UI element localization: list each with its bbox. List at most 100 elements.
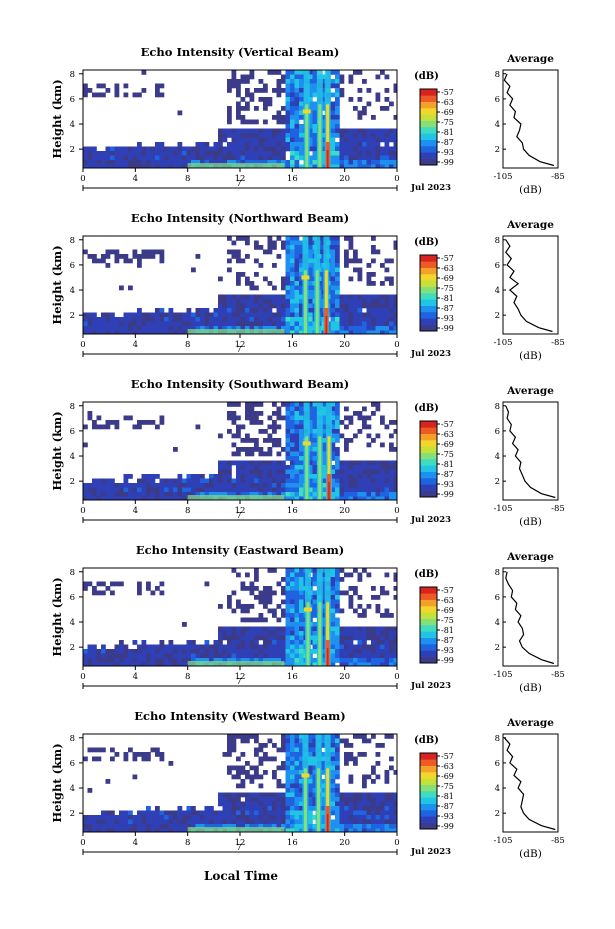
colorbar-unit: (dB) [414, 403, 439, 414]
colorbar-tick-label: -93 [441, 148, 454, 157]
average-y-tick-label: 8 [495, 568, 500, 578]
colorbar-tick-label: -99 [441, 490, 454, 499]
average-frame [502, 567, 559, 667]
global-x-axis-label: Local Time [204, 869, 278, 883]
average-x-tick-label: -85 [551, 172, 565, 182]
average-x-tick-label: -85 [551, 504, 565, 514]
y-tick-label: 6 [70, 759, 75, 769]
colorbar: (dB)-57-63-69-75-81-87-93-99 [414, 569, 454, 665]
average-x-tick-label: -85 [551, 338, 565, 348]
date-label: Jul 2023 [410, 349, 451, 359]
colorbar-tick-label: -69 [441, 440, 454, 449]
colorbar-tick-label: -63 [441, 430, 454, 439]
panel-title: Echo Intensity (Southward Beam) [131, 377, 349, 391]
x-tick-label: 4 [133, 340, 138, 350]
colorbar-tick-label: -69 [441, 772, 454, 781]
day-label: 7 [236, 677, 241, 687]
y-axis-label: Height (km) [50, 411, 64, 490]
colorbar-unit: (dB) [414, 71, 439, 82]
colorbar-tick-label: -87 [441, 470, 454, 479]
average-x-axis-label: (dB) [519, 184, 542, 196]
x-tick-label: 8 [185, 672, 190, 682]
colorbar-unit: (dB) [414, 237, 439, 248]
average-x-tick-label: -105 [493, 670, 512, 680]
average-y-tick-label: 6 [495, 593, 500, 603]
x-tick-label: 8 [185, 506, 190, 516]
x-tick-label: 4 [133, 838, 138, 848]
colorbar-tick-label: -99 [441, 324, 454, 333]
average-profile-line [505, 571, 555, 665]
colorbar-tick-label: -81 [441, 626, 454, 635]
average-y-tick-label: 2 [495, 145, 500, 155]
colorbar-tick-label: -99 [441, 656, 454, 665]
average-title: Average [506, 385, 554, 397]
average-y-tick-label: 8 [495, 402, 500, 412]
x-tick-label: 20 [339, 340, 350, 350]
average-title: Average [506, 219, 554, 231]
echo-heatmap [83, 236, 397, 334]
average-title: Average [506, 551, 554, 563]
colorbar-tick-label: -93 [441, 812, 454, 821]
x-tick-label: 0 [394, 174, 399, 184]
colorbar-tick-label: -81 [441, 460, 454, 469]
average-profile: Average 2 4 6 8 -105 -85 (dB) [493, 717, 564, 860]
y-tick-label: 8 [70, 70, 75, 80]
average-y-tick-label: 2 [495, 311, 500, 321]
x-tick-label: 0 [80, 506, 85, 516]
x-tick-label: 4 [133, 174, 138, 184]
panel-4: Echo Intensity (Eastward Beam) 2 4 6 8 Height… [50, 543, 565, 694]
average-profile: Average 2 4 6 8 -105 -85 (dB) [493, 551, 564, 694]
x-tick-label: 0 [80, 672, 85, 682]
colorbar-tick-label: -57 [441, 752, 454, 761]
colorbar-tick-label: -99 [441, 158, 454, 167]
average-profile: Average 2 4 6 8 -105 -85 (dB) [493, 53, 564, 196]
x-tick-label: 12 [235, 340, 246, 350]
colorbar-tick-label: -81 [441, 128, 454, 137]
y-tick-label: 2 [70, 477, 75, 487]
echo-heatmap [83, 70, 397, 168]
day-label: 7 [236, 345, 241, 355]
colorbar-tick-label: -63 [441, 596, 454, 605]
y-tick-label: 4 [70, 618, 75, 628]
colorbar-tick-label: -57 [441, 88, 454, 97]
average-profile: Average 2 4 6 8 -105 -85 (dB) [493, 385, 564, 528]
x-tick-label: 0 [394, 506, 399, 516]
day-label: 7 [236, 511, 241, 521]
x-tick-label: 16 [287, 174, 298, 184]
panel-title: Echo Intensity (Vertical Beam) [141, 45, 340, 59]
y-tick-label: 6 [70, 261, 75, 271]
x-tick-label: 20 [339, 672, 350, 682]
average-x-axis-label: (dB) [519, 848, 542, 860]
colorbar-tick-label: -75 [441, 782, 454, 791]
colorbar-tick-label: -99 [441, 822, 454, 831]
colorbar-tick-label: -63 [441, 762, 454, 771]
average-y-tick-label: 4 [495, 286, 500, 296]
x-tick-label: 12 [235, 174, 246, 184]
average-x-axis-label: (dB) [519, 682, 542, 694]
average-y-tick-label: 6 [495, 261, 500, 271]
colorbar-tick-label: -69 [441, 108, 454, 117]
average-y-tick-label: 2 [495, 477, 500, 487]
average-y-tick-label: 4 [495, 120, 500, 130]
average-x-tick-label: -105 [493, 338, 512, 348]
average-x-tick-label: -105 [493, 172, 512, 182]
average-x-axis-label: (dB) [519, 350, 542, 362]
panel-5: Echo Intensity (Westward Beam) 2 4 6 8 Height… [50, 709, 565, 860]
date-label: Jul 2023 [410, 183, 451, 193]
x-tick-label: 12 [235, 672, 246, 682]
average-profile-line [503, 73, 555, 167]
colorbar: (dB)-57-63-69-75-81-87-93-99 [414, 71, 454, 167]
average-title: Average [506, 53, 554, 65]
x-tick-label: 8 [185, 838, 190, 848]
average-y-tick-label: 6 [495, 95, 500, 105]
average-frame [502, 401, 559, 501]
colorbar-unit: (dB) [414, 569, 439, 580]
colorbar-unit: (dB) [414, 735, 439, 746]
y-tick-label: 2 [70, 311, 75, 321]
x-tick-label: 16 [287, 506, 298, 516]
average-x-tick-label: -85 [551, 670, 565, 680]
average-profile-line [503, 737, 556, 831]
x-tick-label: 20 [339, 174, 350, 184]
y-tick-label: 8 [70, 734, 75, 744]
